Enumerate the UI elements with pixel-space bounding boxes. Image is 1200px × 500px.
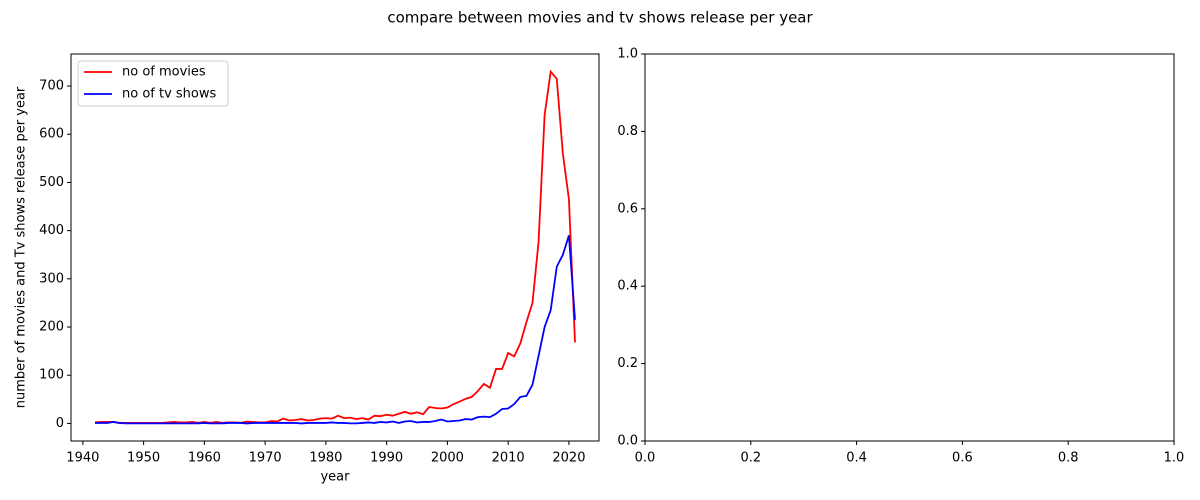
x-tick-label: 1950 [127, 451, 160, 466]
legend-label: no of movies [122, 65, 206, 80]
axes-frame [644, 53, 1175, 442]
y-tick-label: 0.8 [617, 124, 638, 139]
y-tick-label: 400 [39, 223, 64, 238]
x-tick-label: 0.0 [635, 451, 656, 466]
axes-frame [70, 53, 600, 442]
figure-title: compare between movies and tv shows rele… [387, 9, 813, 27]
x-tick-label: 1990 [370, 451, 403, 466]
x-tick-label: 1960 [188, 451, 221, 466]
y-tick-label: 700 [39, 79, 64, 94]
x-tick-label: 2010 [492, 451, 525, 466]
x-tick-label: 0.4 [846, 451, 867, 466]
y-tick-label: 600 [39, 127, 64, 142]
y-axis-label: number of movies and Tv shows release pe… [14, 86, 29, 408]
x-tick-label: 2000 [431, 451, 464, 466]
y-tick-label: 100 [39, 368, 64, 383]
x-tick-label: 1.0 [1164, 451, 1185, 466]
legend-box [77, 60, 229, 107]
x-tick-label: 2020 [552, 451, 585, 466]
y-tick-label: 1.0 [617, 47, 638, 62]
y-tick-label: 200 [39, 320, 64, 335]
y-tick-label: 0.6 [617, 201, 638, 216]
x-tick-label: 1940 [66, 451, 99, 466]
legend-label: no of tv shows [122, 87, 217, 102]
x-tick-label: 0.6 [952, 451, 973, 466]
y-tick-label: 0.4 [617, 279, 638, 294]
x-tick-label: 1970 [249, 451, 282, 466]
y-tick-label: 0.0 [617, 434, 638, 449]
y-tick-label: 300 [39, 271, 64, 286]
x-tick-label: 1980 [309, 451, 342, 466]
data-line [94, 69, 576, 424]
x-tick-label: 0.2 [740, 451, 761, 466]
y-tick-label: 0 [56, 416, 64, 431]
y-tick-label: 500 [39, 175, 64, 190]
x-axis-label: year [320, 470, 350, 485]
data-line [95, 235, 576, 425]
y-tick-label: 0.2 [617, 356, 638, 371]
x-tick-label: 0.8 [1058, 451, 1079, 466]
